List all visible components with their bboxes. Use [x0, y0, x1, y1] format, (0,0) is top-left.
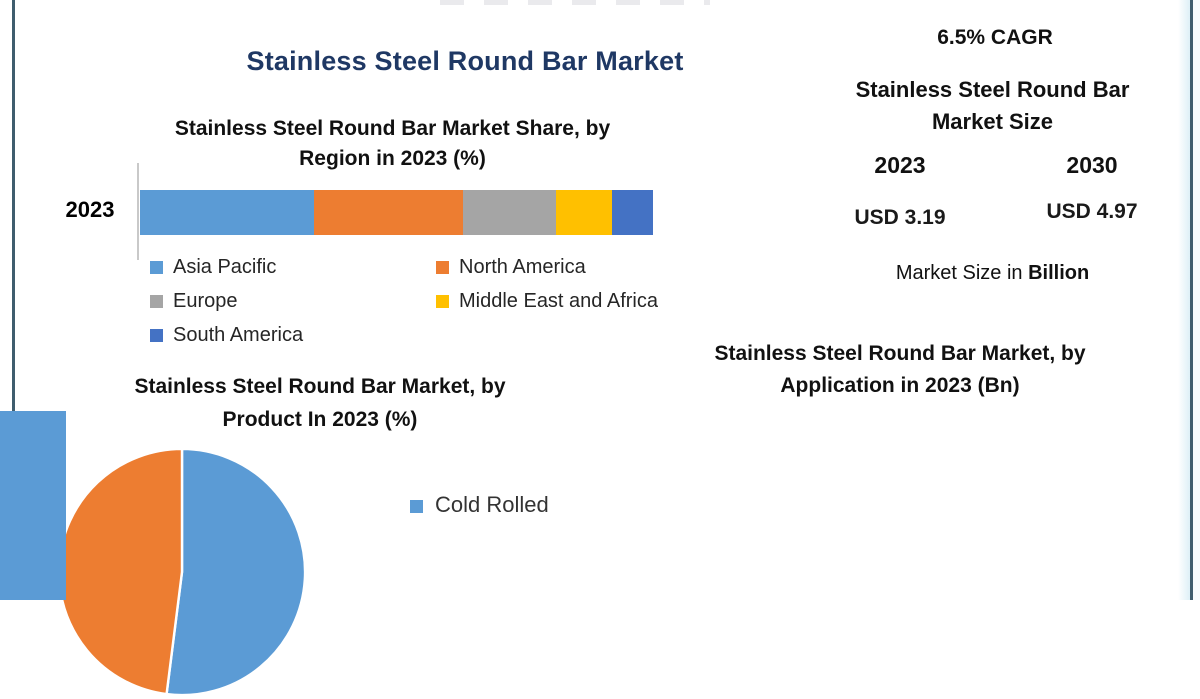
region-stacked-bar: [140, 190, 653, 235]
legend-swatch-icon: [436, 261, 449, 274]
product-pie-svg: [55, 445, 309, 699]
product-chart-title-line1: Stainless Steel Round Bar Market, by: [60, 370, 580, 403]
pie-slice: [167, 449, 305, 695]
region-bar-segment: [556, 190, 612, 235]
legend-label: Asia Pacific: [173, 256, 276, 279]
frame-right-glow: [1178, 0, 1190, 600]
region-bar-segment: [140, 190, 314, 235]
cropped-header-artifact: [440, 0, 710, 5]
legend-label: South America: [173, 324, 303, 347]
region-chart-title-line2: Region in 2023 (%): [120, 144, 665, 174]
product-chart-title-line2: Product In 2023 (%): [60, 403, 580, 436]
product-legend-label: Cold Rolled: [435, 492, 549, 518]
cagr-value: 6.5% CAGR: [840, 26, 1150, 50]
legend-swatch-icon: [150, 329, 163, 342]
region-chart-title-line1: Stainless Steel Round Bar Market Share, …: [120, 114, 665, 144]
application-chart-title: Stainless Steel Round Bar Market, by App…: [650, 338, 1150, 402]
legend-label: Middle East and Africa: [459, 290, 658, 313]
year-2023-label: 2023: [840, 152, 960, 179]
legend-item: Middle East and Africa: [436, 284, 690, 318]
region-axis-line: [137, 163, 139, 260]
legend-item: North America: [436, 250, 690, 284]
region-bar-segment: [314, 190, 463, 235]
application-bar: [0, 452, 66, 600]
region-chart-title: Stainless Steel Round Bar Market Share, …: [120, 114, 665, 174]
year-2030-label: 2030: [1032, 152, 1152, 179]
application-chart-title-line2: Application in 2023 (Bn): [650, 370, 1150, 402]
product-legend-item: Cold Rolled: [410, 492, 549, 518]
legend-swatch-icon: [436, 295, 449, 308]
legend-label: Europe: [173, 290, 238, 313]
page-title: Stainless Steel Round Bar Market: [160, 46, 770, 77]
market-size-unit-note: Market Size in Billion: [830, 262, 1155, 285]
market-size-2023-value: USD 3.19: [840, 206, 960, 230]
legend-label: North America: [459, 256, 586, 279]
application-chart-title-line1: Stainless Steel Round Bar Market, by: [650, 338, 1150, 370]
legend-swatch-icon: [150, 261, 163, 274]
region-category-label: 2023: [55, 197, 125, 223]
market-size-unit-prefix: Market Size in: [896, 262, 1028, 284]
pie-slice: [59, 449, 182, 694]
frame-right-margin: [1193, 0, 1200, 600]
legend-swatch-icon: [150, 295, 163, 308]
region-bar-segment: [612, 190, 653, 235]
market-size-2030-value: USD 4.97: [1032, 200, 1152, 224]
market-size-title-line2: Market Size: [820, 106, 1165, 138]
region-legend: Asia Pacific North America Europe Middle Ea…: [150, 250, 690, 352]
product-chart-title: Stainless Steel Round Bar Market, by Pro…: [60, 370, 580, 436]
legend-item: Europe: [150, 284, 436, 318]
market-size-title-line1: Stainless Steel Round Bar: [820, 74, 1165, 106]
market-size-unit-bold: Billion: [1028, 262, 1089, 284]
legend-item: Asia Pacific: [150, 250, 436, 284]
legend-swatch-icon: [410, 500, 423, 513]
region-bar-segment: [463, 190, 555, 235]
market-size-title: Stainless Steel Round Bar Market Size: [820, 74, 1165, 138]
legend-item: South America: [150, 318, 436, 352]
